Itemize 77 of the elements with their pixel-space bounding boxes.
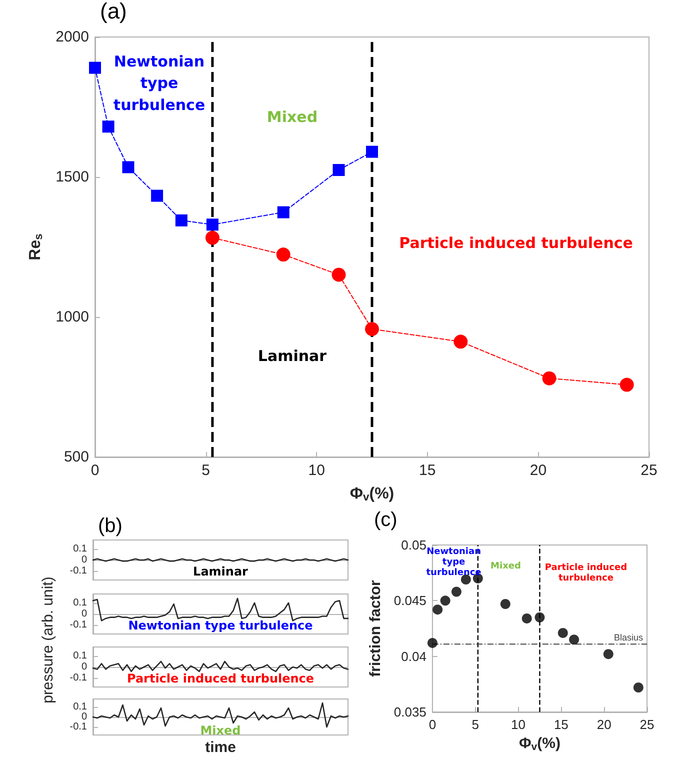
y-tick-label: 0	[81, 662, 88, 672]
point	[534, 612, 545, 622]
point	[620, 378, 634, 392]
y-tick-label: -0.1	[70, 620, 88, 631]
point	[500, 599, 510, 610]
x-tick-label: 15	[554, 717, 568, 732]
x-tick-label: 15	[419, 462, 436, 479]
annotation: Mixed	[266, 108, 318, 126]
y-tick-label: 2000	[56, 28, 89, 46]
x-axis-title: time	[205, 739, 236, 756]
annotation: Laminar	[258, 347, 328, 366]
y-tick-label: 1500	[56, 168, 89, 186]
point	[440, 596, 450, 606]
point	[366, 146, 378, 158]
x-tick-label: 10	[511, 717, 526, 732]
y-tick-label: 0.1	[73, 543, 88, 554]
point	[603, 649, 614, 660]
point	[454, 334, 468, 349]
chart-title: (c)	[374, 509, 398, 531]
y-tick-label: 0.04	[401, 648, 426, 664]
point	[175, 214, 188, 226]
y-tick-label: 0	[81, 554, 88, 566]
y-axis-title: friction factor	[367, 580, 384, 677]
y-tick-label: 0.1	[73, 702, 88, 712]
point	[205, 230, 220, 245]
point	[558, 628, 568, 638]
point	[151, 190, 164, 202]
point	[569, 634, 580, 645]
point	[432, 604, 443, 615]
y-tick-label: 0	[81, 608, 88, 620]
annotation: Newtonian type turbulence	[128, 618, 313, 633]
y-axis-title: Res	[27, 234, 46, 260]
point	[332, 164, 345, 176]
line-series	[92, 660, 349, 672]
y-tick-label: 1000	[56, 308, 89, 326]
annotation: Particle induced turbulence	[399, 234, 633, 252]
x-tick-label: 25	[640, 462, 658, 479]
point	[332, 268, 346, 282]
y-tick-label: -0.1	[70, 722, 88, 732]
y-tick-label: 0.045	[394, 593, 426, 608]
point	[542, 371, 556, 386]
x-tick-label: 0	[428, 717, 436, 732]
x-tick-label: 5	[202, 462, 210, 479]
x-tick-label: 20	[596, 717, 612, 732]
annotation: Mixed	[200, 724, 241, 738]
point	[276, 248, 290, 262]
annotation: Newtonian type turbulence	[113, 52, 206, 114]
y-tick-label: 0.1	[73, 597, 88, 608]
chart-title: (a)	[100, 0, 127, 24]
y-tick-label: 0.1	[73, 650, 88, 662]
point	[89, 62, 101, 74]
point	[206, 218, 218, 231]
y-tick-label: 500	[64, 448, 89, 466]
point	[522, 613, 532, 624]
point	[365, 322, 379, 336]
annotation: Mixed	[490, 562, 521, 572]
annotation: Laminar	[193, 564, 248, 579]
point	[451, 586, 462, 597]
point	[277, 206, 290, 218]
annotation: Particle induced turbulence	[544, 563, 628, 584]
x-tick-label: 5	[472, 717, 479, 732]
chart-title: (b)	[98, 515, 122, 537]
x-tick-label: 20	[530, 462, 547, 479]
y-tick-label: -0.1	[70, 566, 88, 577]
point	[633, 682, 644, 693]
x-tick-label: 25	[640, 717, 654, 732]
annotation: Particle induced turbulence	[126, 672, 314, 686]
y-tick-label: -0.1	[70, 672, 88, 684]
line-series	[92, 598, 349, 622]
y-tick-label: 0.05	[401, 538, 426, 552]
ref-line-label: Blasius	[614, 632, 644, 643]
point	[102, 120, 114, 133]
y-tick-label: 0.035	[394, 704, 426, 720]
x-tick-label: 10	[308, 462, 325, 479]
point	[427, 638, 438, 648]
point	[122, 161, 134, 174]
y-axis-title: pressure (arb. unit)	[38, 575, 57, 705]
